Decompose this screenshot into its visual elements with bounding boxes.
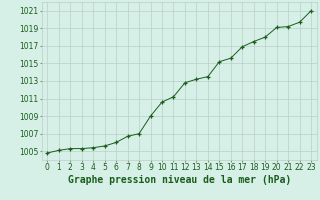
X-axis label: Graphe pression niveau de la mer (hPa): Graphe pression niveau de la mer (hPa) — [68, 175, 291, 185]
